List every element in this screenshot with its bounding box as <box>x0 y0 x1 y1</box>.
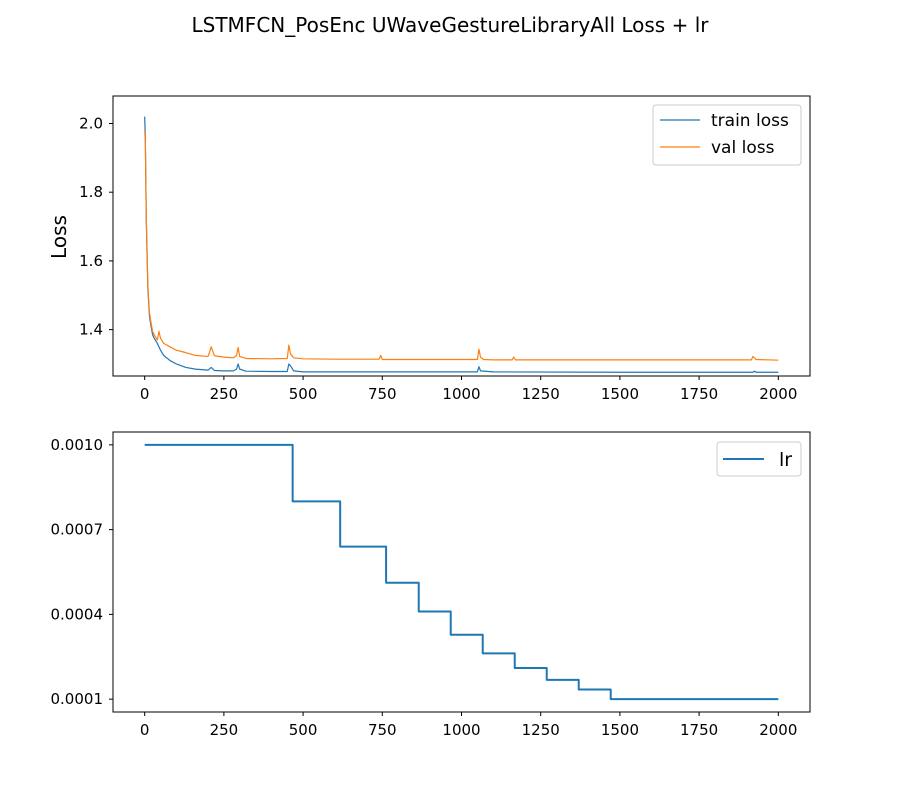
loss-y-tick-label: 2.0 <box>79 114 103 132</box>
lr-plot-frame <box>112 431 811 713</box>
loss-x-tick-label: 1500 <box>601 385 639 403</box>
loss-x-tick-label: 500 <box>289 385 318 403</box>
figure-title: LSTMFCN_PosEnc UWaveGestureLibraryAll Lo… <box>192 13 710 37</box>
loss-x-tick-label: 1750 <box>680 385 718 403</box>
val-loss-legend-label: val loss <box>711 138 775 158</box>
loss-subplot: 0 250 500 750 1000 1250 1500 1750 2000 1.4 1.6 1.8… <box>47 95 811 403</box>
loss-series-group <box>144 116 779 373</box>
loss-series-line-1 <box>144 130 779 361</box>
lr-y-tick-label: 0.0010 <box>51 436 104 454</box>
lr-x-tick-label: 500 <box>289 721 318 739</box>
loss-x-tick-label: 1000 <box>442 385 480 403</box>
train-loss-legend-label: train loss <box>711 111 789 131</box>
lr-series-line-0 <box>144 443 779 701</box>
lr-x-tick-label: 0 <box>140 721 150 739</box>
lr-y-tick-label: 0.0004 <box>51 605 104 623</box>
lr-x-tick-label: 1500 <box>601 721 639 739</box>
loss-legend: train loss val loss <box>652 104 802 166</box>
loss-series-line-0 <box>144 116 779 373</box>
loss-y-tick-label: 1.4 <box>79 321 103 339</box>
lr-y-ticks: 0.0001 0.0004 0.0007 0.0010 <box>51 436 113 708</box>
lr-legend: lr <box>716 441 802 477</box>
lr-x-tick-label: 1750 <box>680 721 718 739</box>
lr-x-ticks: 0 250 500 750 1000 1250 1500 1750 2000 <box>140 712 797 739</box>
lr-series-group <box>144 443 779 701</box>
lr-legend-label: lr <box>779 449 792 471</box>
loss-x-tick-label: 2000 <box>759 385 797 403</box>
lr-x-tick-label: 750 <box>368 721 397 739</box>
loss-x-tick-label: 1250 <box>522 385 560 403</box>
lr-x-tick-label: 2000 <box>759 721 797 739</box>
lr-x-tick-label: 1000 <box>442 721 480 739</box>
loss-x-ticks: 0 250 500 750 1000 1250 1500 1750 2000 <box>140 376 797 403</box>
lr-y-tick-label: 0.0007 <box>51 521 104 539</box>
loss-y-tick-label: 1.6 <box>79 252 103 270</box>
lr-x-tick-label: 250 <box>210 721 239 739</box>
lr-subplot: 0 250 500 750 1000 1250 1500 1750 2000 0.00010.0… <box>51 431 811 739</box>
lr-x-tick-label: 1250 <box>522 721 560 739</box>
loss-y-ticks: 1.4 1.6 1.8 2.0 <box>79 114 113 339</box>
lr-y-tick-label: 0.0001 <box>51 690 104 708</box>
loss-x-tick-label: 250 <box>210 385 239 403</box>
loss-x-tick-label: 750 <box>368 385 397 403</box>
loss-x-tick-label: 0 <box>140 385 150 403</box>
loss-y-tick-label: 1.8 <box>79 183 103 201</box>
loss-y-axis-label: Loss <box>47 215 71 259</box>
